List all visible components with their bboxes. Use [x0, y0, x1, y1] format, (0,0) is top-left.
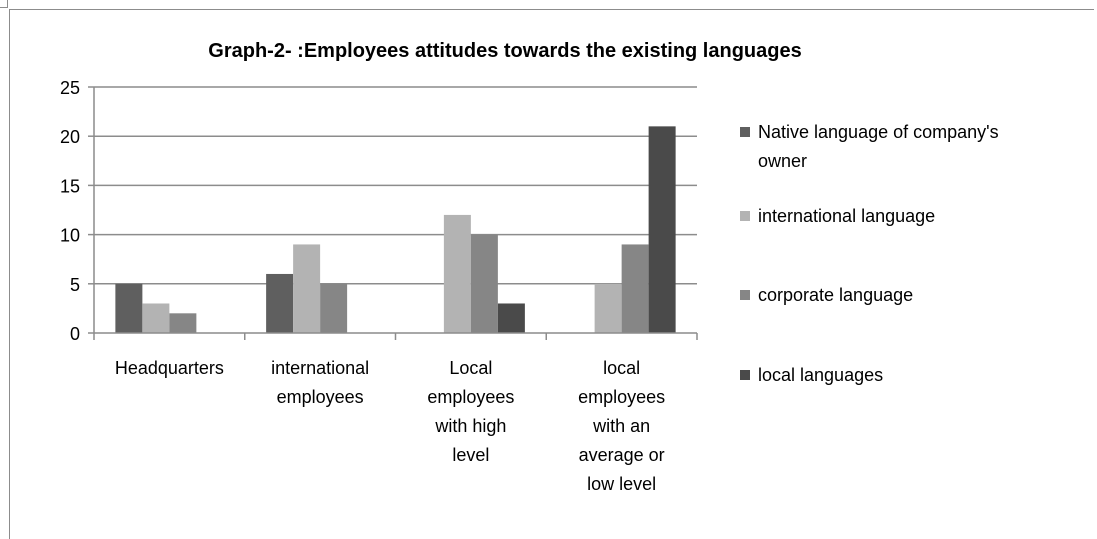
legend-label: Native language of company's: [758, 122, 999, 142]
legend-label: corporate language: [758, 285, 913, 305]
bar: [169, 313, 197, 333]
x-category-label: local: [603, 358, 640, 378]
x-category-label: international: [271, 358, 369, 378]
bar: [497, 303, 525, 333]
x-category-label: employees: [427, 387, 514, 407]
y-tick-labels: 0 5 10 15 20 25: [60, 78, 80, 344]
bar: [621, 244, 649, 333]
x-category-labels: Headquarters international employees Local e…: [115, 358, 665, 494]
y-tick-label: 20: [60, 127, 80, 147]
bar: [142, 303, 170, 333]
x-category-label: level: [452, 445, 489, 465]
x-category-label: low level: [587, 474, 656, 494]
x-category-label: Headquarters: [115, 358, 224, 378]
legend-label: local languages: [758, 365, 883, 385]
legend-swatch: [740, 290, 750, 300]
legend-label: international language: [758, 206, 935, 226]
chart-frame: [9, 9, 1094, 539]
legend-label: owner: [758, 151, 807, 171]
bar: [320, 283, 348, 333]
legend-swatch: [740, 370, 750, 380]
x-category-label: with high: [434, 416, 506, 436]
legend: Native language of company's owner interna…: [740, 122, 999, 385]
bar: [293, 244, 321, 333]
y-tick-label: 25: [60, 78, 80, 98]
x-category-label: with an: [592, 416, 650, 436]
bar: [594, 283, 622, 333]
x-category-label: employees: [277, 387, 364, 407]
bar: [266, 273, 294, 333]
bars: [115, 126, 676, 333]
bar: [648, 126, 676, 333]
legend-swatch: [740, 211, 750, 221]
y-tick-label: 15: [60, 176, 80, 196]
bar: [443, 214, 471, 333]
x-category-label: employees: [578, 387, 665, 407]
gridlines: [94, 86, 697, 285]
y-tick-label: 5: [70, 275, 80, 295]
y-tick-label: 0: [70, 324, 80, 344]
x-category-label: average or: [579, 445, 665, 465]
bar: [115, 283, 143, 333]
chart-title: Graph-2- :Employees attitudes towards th…: [208, 40, 801, 62]
x-category-label: Local: [449, 358, 492, 378]
legend-swatch: [740, 127, 750, 137]
bar: [470, 234, 498, 333]
corner-mark: [0, 0, 8, 8]
axes: [88, 86, 698, 340]
y-tick-label: 10: [60, 226, 80, 246]
